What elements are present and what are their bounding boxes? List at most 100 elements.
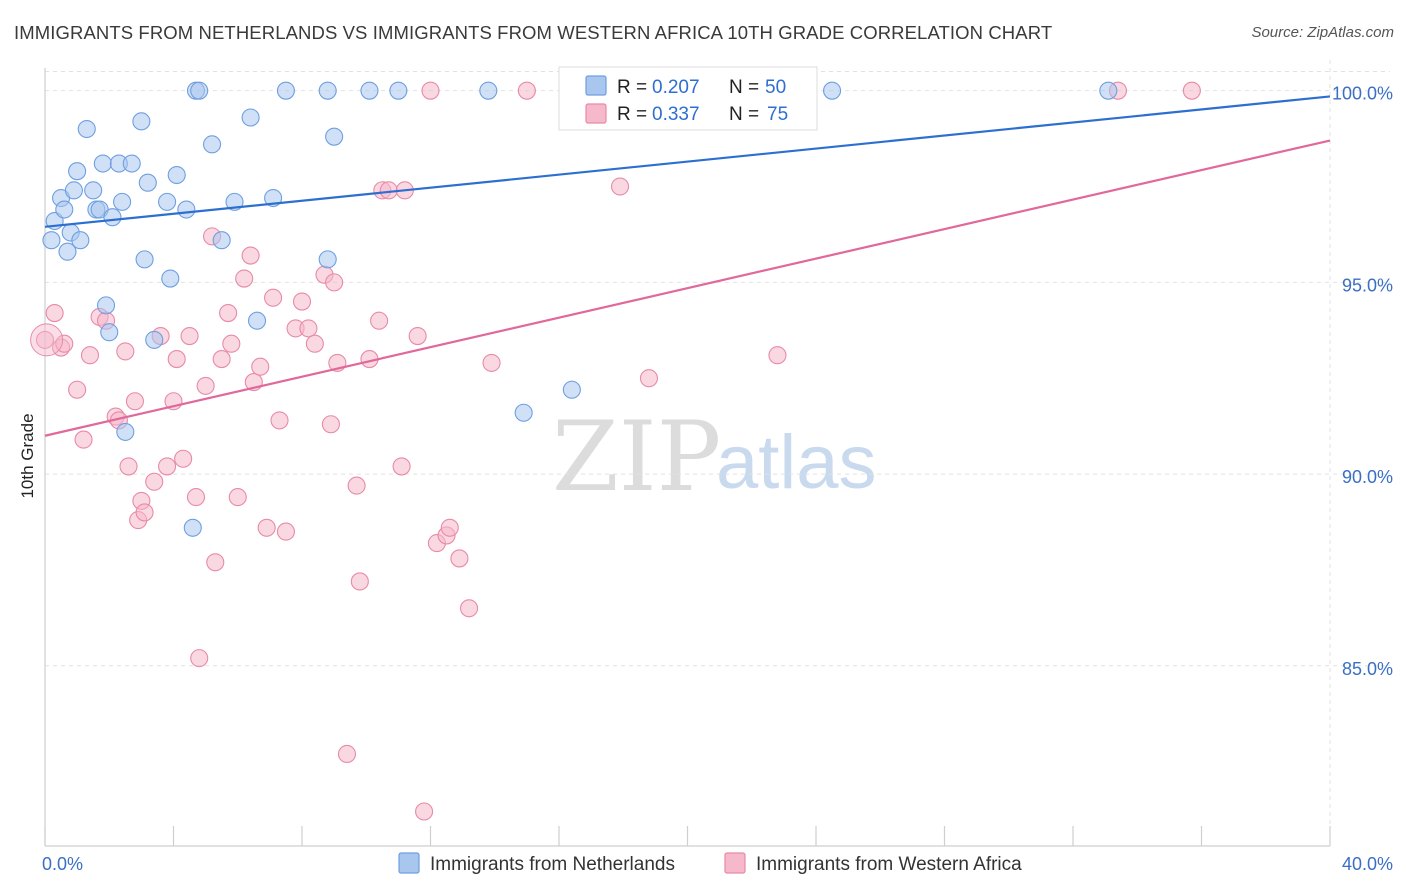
point-wafrica	[206, 553, 225, 572]
point-wafrica	[292, 292, 312, 311]
point-wafrica	[190, 649, 209, 668]
legend-swatch-netherlands	[585, 75, 607, 96]
legend-swatch-wafrica	[585, 103, 607, 124]
trend-lines	[44, 95, 1331, 437]
point-wafrica	[305, 334, 324, 353]
point-wafrica	[337, 744, 357, 764]
watermark-atlas: atlas	[716, 420, 877, 505]
point-wafrica	[35, 330, 55, 349]
point-netherlands	[161, 269, 180, 288]
y-tick-label: 85.0%	[1342, 659, 1393, 679]
bottom-legend-label-netherlands: Immigrants from Netherlands	[430, 854, 675, 875]
point-wafrica	[219, 304, 238, 323]
point-wafrica	[174, 449, 193, 468]
point-wafrica	[116, 342, 135, 361]
point-wafrica	[450, 549, 469, 568]
point-netherlands	[68, 162, 87, 181]
point-wafrica	[517, 81, 536, 100]
point-wafrica	[80, 346, 100, 365]
point-wafrica	[125, 392, 144, 411]
point-netherlands	[241, 108, 260, 127]
point-netherlands	[96, 296, 116, 315]
point-netherlands	[77, 119, 96, 139]
point-wafrica	[415, 802, 434, 821]
point-netherlands	[132, 112, 151, 131]
point-netherlands	[113, 192, 132, 211]
point-wafrica	[235, 269, 254, 288]
legend-r-label-1: R =	[617, 77, 647, 98]
point-netherlands	[318, 250, 337, 269]
point-netherlands	[158, 192, 177, 211]
point-wafrica	[135, 503, 154, 522]
point-wafrica	[186, 488, 206, 507]
point-wafrica	[610, 177, 630, 196]
point-netherlands	[122, 154, 141, 173]
point-netherlands	[116, 422, 135, 441]
point-netherlands	[479, 81, 498, 100]
point-netherlands	[103, 208, 122, 227]
point-netherlands	[203, 135, 222, 154]
legend-n-label-2: N =	[729, 104, 759, 125]
point-wafrica	[440, 518, 459, 537]
trend-line-wafrica	[44, 139, 1331, 437]
point-netherlands	[42, 231, 61, 250]
point-wafrica	[350, 572, 369, 591]
point-wafrica	[264, 288, 283, 307]
point-wafrica	[768, 346, 787, 365]
y-tick-labels: 100.0% 95.0% 90.0% 85.0%	[1332, 84, 1393, 679]
point-netherlands	[138, 173, 157, 192]
point-netherlands	[1099, 81, 1118, 100]
point-wafrica	[299, 319, 318, 338]
point-netherlands	[93, 154, 112, 173]
point-wafrica	[1182, 81, 1201, 100]
point-netherlands	[514, 403, 533, 422]
point-wafrica	[119, 457, 138, 476]
point-wafrica	[325, 273, 344, 292]
point-netherlands	[55, 200, 74, 219]
point-wafrica	[421, 81, 440, 100]
point-netherlands	[276, 81, 295, 100]
legend-n-value-2: 75	[767, 104, 788, 125]
bottom-legend-label-wafrica: Immigrants from Western Africa	[756, 854, 1022, 875]
point-wafrica	[145, 472, 164, 491]
point-wafrica	[639, 369, 659, 388]
point-netherlands	[135, 250, 154, 269]
point-netherlands	[247, 311, 267, 330]
point-wafrica	[222, 334, 241, 353]
point-wafrica-large	[30, 323, 64, 357]
point-netherlands	[183, 518, 202, 537]
y-tick-label: 95.0%	[1342, 275, 1393, 295]
point-netherlands	[318, 81, 337, 100]
watermark-zip: ZIP	[552, 401, 721, 513]
point-netherlands	[58, 242, 77, 261]
bottom-legend-swatch-wafrica	[724, 852, 746, 874]
point-wafrica	[408, 327, 427, 346]
point-netherlands	[823, 81, 842, 100]
bottom-legend-swatch-netherlands	[398, 852, 420, 874]
point-wafrica	[257, 518, 276, 537]
point-netherlands	[325, 127, 344, 146]
point-wafrica	[167, 350, 186, 369]
point-wafrica	[459, 599, 479, 618]
point-netherlands	[360, 81, 379, 100]
point-wafrica	[158, 457, 177, 476]
point-netherlands	[84, 181, 103, 200]
bottom-legend: Immigrants from Netherlands Immigrants f…	[398, 852, 1022, 875]
x-tick-label: 0.0%	[42, 854, 83, 874]
point-netherlands	[64, 181, 83, 200]
point-wafrica	[370, 311, 389, 330]
legend-r-value-1: 0.207	[652, 77, 700, 98]
point-wafrica	[251, 357, 270, 376]
point-wafrica	[321, 415, 340, 434]
point-netherlands	[71, 231, 90, 250]
point-wafrica	[180, 327, 199, 346]
point-wafrica	[196, 376, 215, 395]
legend-n-label-1: N =	[729, 77, 759, 98]
y-axis-label: 10th Grade	[18, 413, 37, 498]
point-wafrica	[276, 522, 295, 541]
series-netherlands-points	[30, 81, 1201, 821]
x-tick-labels: 0.0% 40.0%	[42, 854, 1393, 874]
point-netherlands	[389, 81, 408, 100]
x-ticks	[44, 826, 1331, 846]
